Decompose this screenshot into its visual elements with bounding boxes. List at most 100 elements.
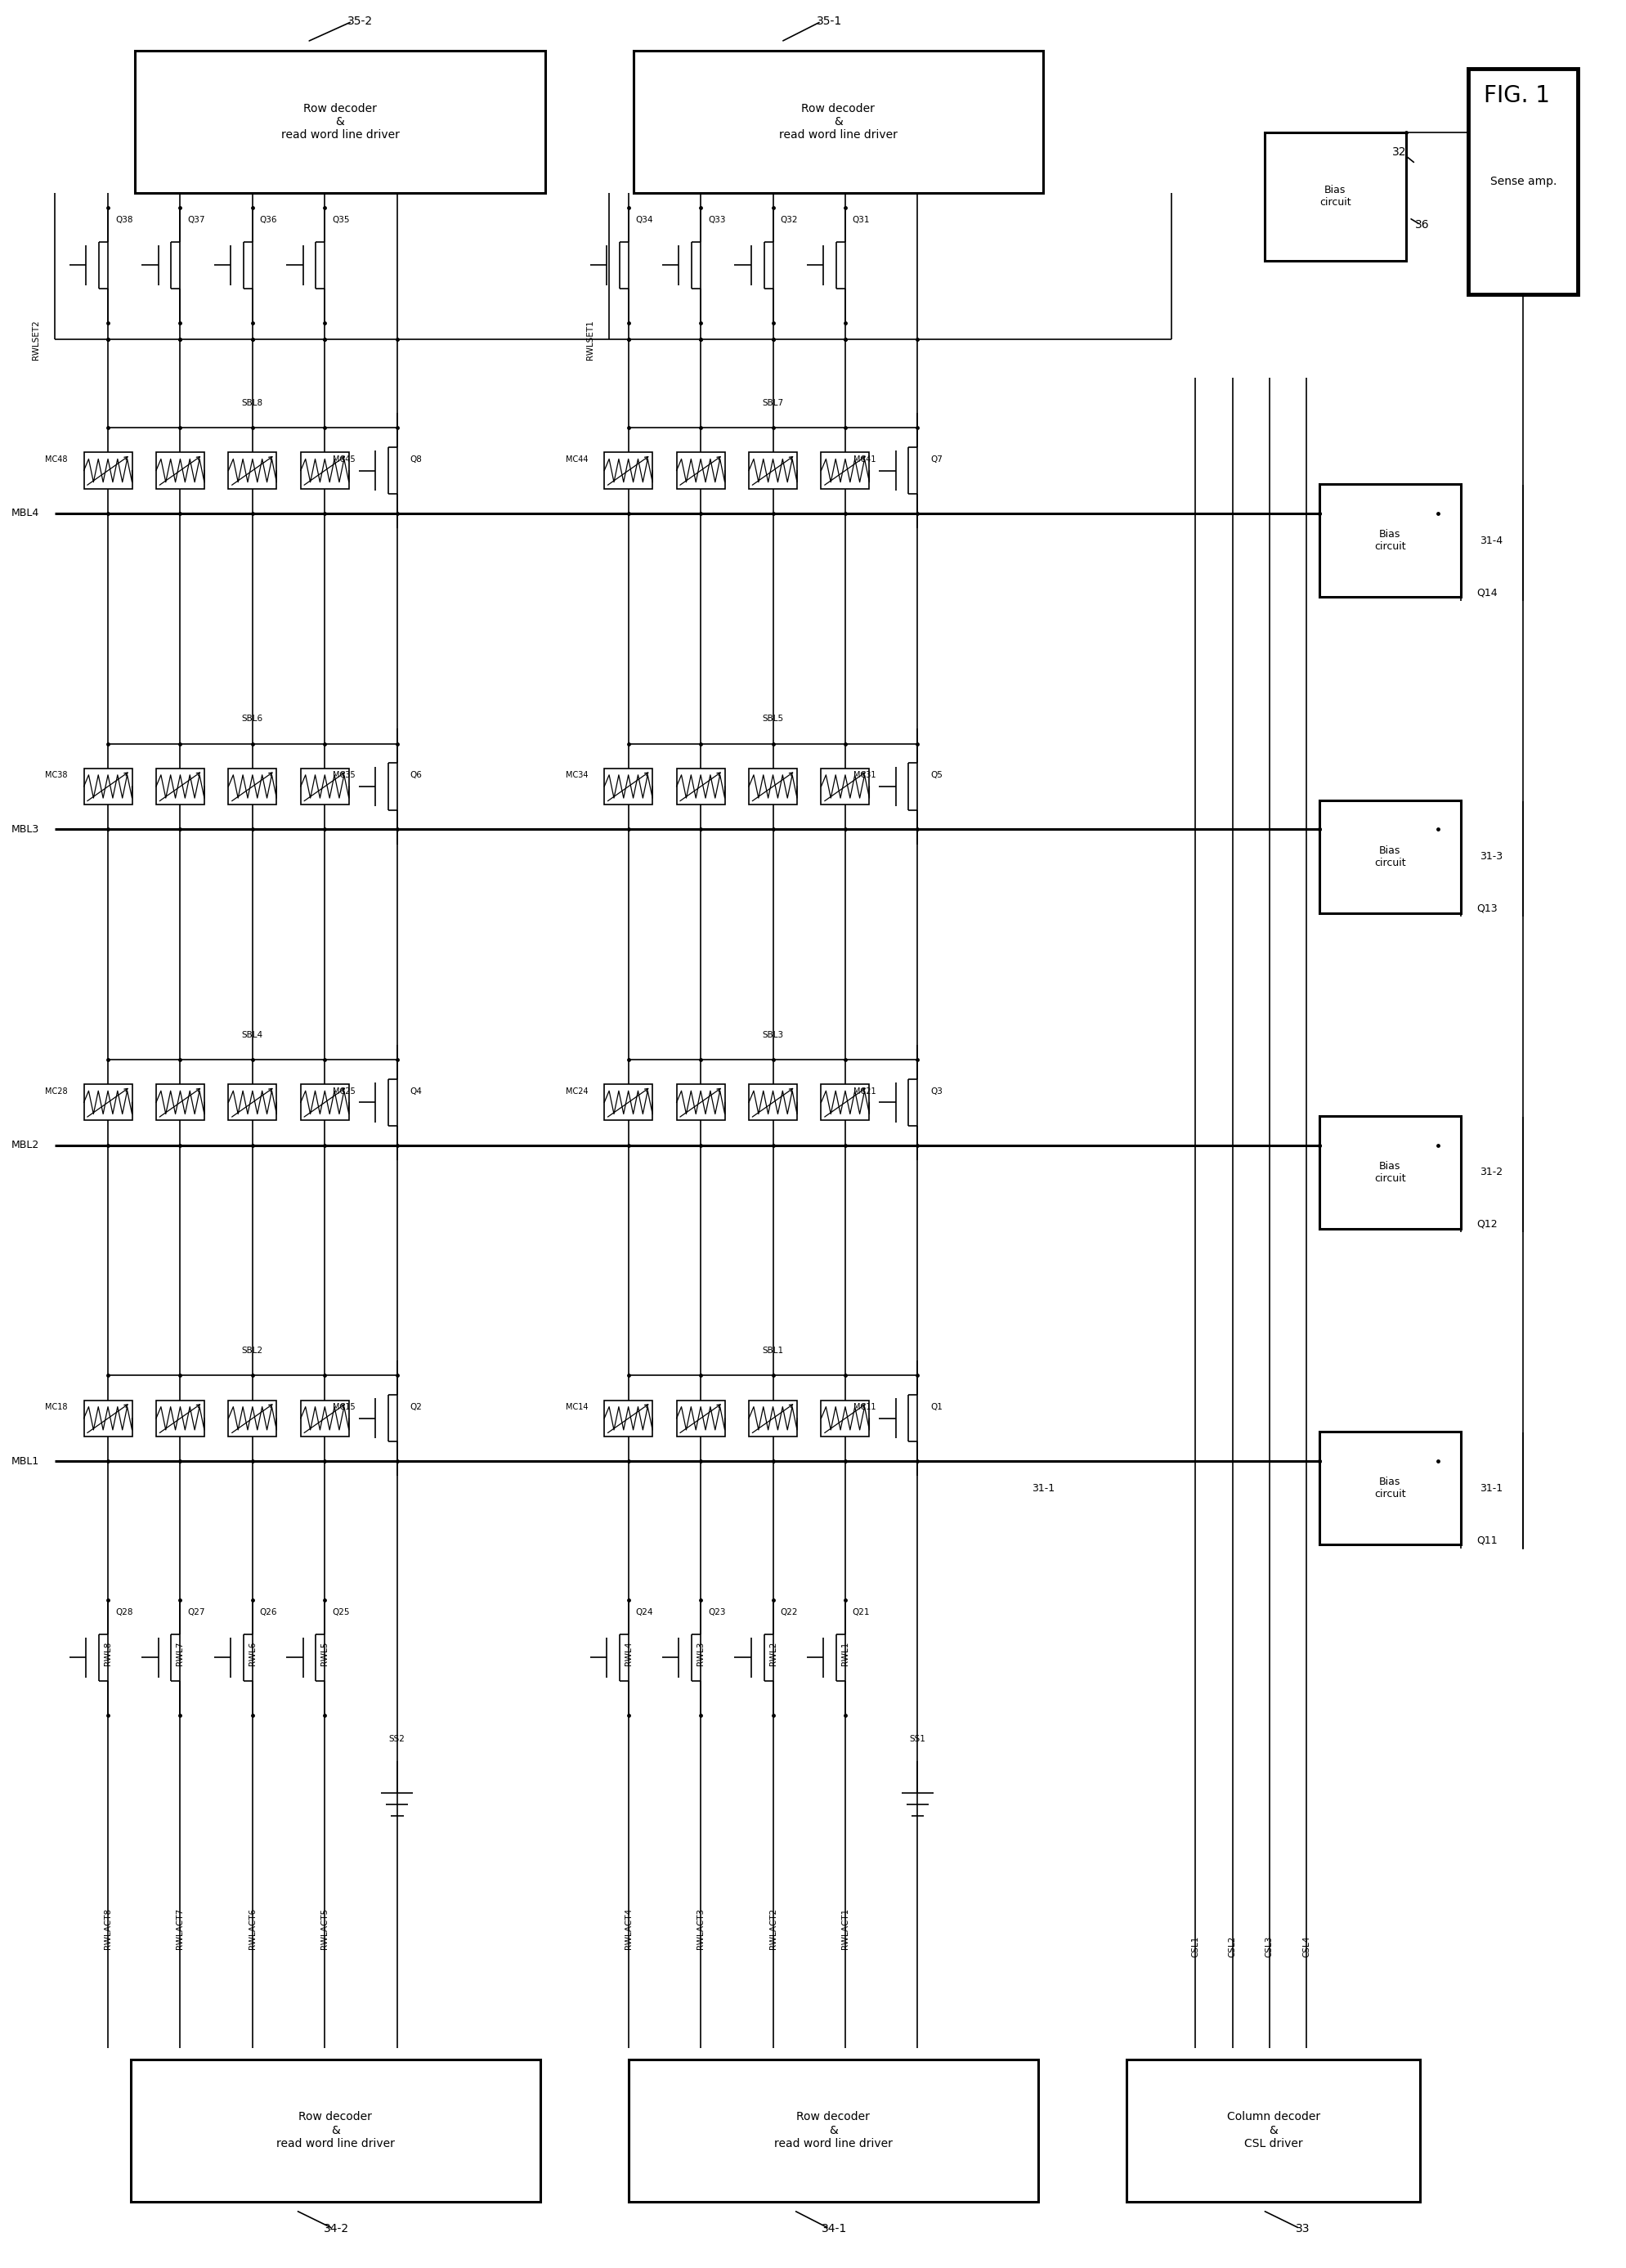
Text: 34-2: 34-2: [324, 2223, 348, 2234]
Text: RWLACT3: RWLACT3: [696, 1907, 704, 1948]
Text: Q6: Q6: [410, 771, 423, 780]
Bar: [228, 1399, 276, 1436]
Text: RWL1: RWL1: [841, 1642, 849, 1665]
Text: Bias
circuit: Bias circuit: [1374, 846, 1405, 869]
Bar: [821, 1399, 868, 1436]
Text: MC35: MC35: [333, 771, 354, 780]
Bar: [228, 454, 276, 488]
Text: RWL8: RWL8: [104, 1642, 112, 1665]
Text: Q36: Q36: [260, 215, 276, 225]
Text: MC38: MC38: [46, 771, 68, 780]
Bar: [156, 769, 205, 805]
Text: Q7: Q7: [930, 456, 943, 463]
Text: RWL6: RWL6: [249, 1642, 257, 1665]
Text: Q2: Q2: [410, 1404, 423, 1411]
Text: Row decoder
&
read word line driver: Row decoder & read word line driver: [779, 102, 898, 141]
Bar: [633, 50, 1042, 193]
Text: Column decoder
&
CSL driver: Column decoder & CSL driver: [1226, 2112, 1319, 2150]
Text: SBL8: SBL8: [242, 399, 263, 406]
Text: Q27: Q27: [187, 1608, 205, 1617]
Bar: [1125, 2059, 1419, 2202]
Text: MBL2: MBL2: [11, 1141, 39, 1150]
Text: SBL2: SBL2: [242, 1347, 263, 1354]
Bar: [85, 769, 132, 805]
Text: RWLACT7: RWLACT7: [176, 1907, 184, 1948]
Bar: [85, 1084, 132, 1120]
Bar: [676, 1399, 725, 1436]
Text: MC15: MC15: [333, 1404, 354, 1411]
Text: 32: 32: [1392, 147, 1406, 159]
Text: Row decoder
&
read word line driver: Row decoder & read word line driver: [276, 2112, 393, 2150]
Text: SBL7: SBL7: [763, 399, 784, 406]
Text: SS2: SS2: [389, 1735, 405, 1742]
Text: Row decoder
&
read word line driver: Row decoder & read word line driver: [774, 2112, 893, 2150]
Text: Q25: Q25: [332, 1608, 350, 1617]
Text: SBL4: SBL4: [242, 1030, 263, 1039]
Text: Q33: Q33: [707, 215, 725, 225]
Bar: [748, 1399, 797, 1436]
Text: FIG. 1: FIG. 1: [1483, 84, 1550, 107]
Text: Bias
circuit: Bias circuit: [1374, 1161, 1405, 1184]
Text: RWL3: RWL3: [696, 1642, 704, 1665]
Text: 33: 33: [1296, 2223, 1309, 2234]
Text: MC34: MC34: [566, 771, 589, 780]
Bar: [748, 454, 797, 488]
Bar: [676, 769, 725, 805]
Text: MC44: MC44: [566, 456, 589, 463]
Bar: [85, 1399, 132, 1436]
Text: MBL1: MBL1: [11, 1456, 39, 1467]
Text: SBL6: SBL6: [242, 714, 263, 723]
Bar: [85, 454, 132, 488]
Bar: [1319, 801, 1460, 912]
Bar: [1319, 1116, 1460, 1229]
Text: RWL4: RWL4: [624, 1642, 633, 1665]
Text: Q35: Q35: [332, 215, 350, 225]
Text: Q14: Q14: [1476, 587, 1498, 599]
Bar: [135, 50, 545, 193]
Text: Bias
circuit: Bias circuit: [1374, 1476, 1405, 1499]
Text: Q26: Q26: [260, 1608, 276, 1617]
Bar: [603, 1084, 652, 1120]
Text: CSL1: CSL1: [1190, 1935, 1198, 1957]
Text: Q1: Q1: [930, 1404, 943, 1411]
Text: RWLACT4: RWLACT4: [624, 1907, 633, 1948]
Text: Q3: Q3: [930, 1086, 943, 1095]
Text: RWLACT1: RWLACT1: [841, 1907, 849, 1948]
Text: MC28: MC28: [46, 1086, 68, 1095]
Text: Q22: Q22: [780, 1608, 797, 1617]
Bar: [748, 769, 797, 805]
Text: MBL3: MBL3: [11, 823, 39, 835]
Text: SBL5: SBL5: [763, 714, 784, 723]
Text: 31-2: 31-2: [1480, 1168, 1502, 1177]
Text: MC11: MC11: [854, 1404, 875, 1411]
Text: MC14: MC14: [566, 1404, 589, 1411]
Text: RWL5: RWL5: [320, 1642, 328, 1665]
Text: Q38: Q38: [115, 215, 133, 225]
Text: 31-4: 31-4: [1480, 535, 1502, 547]
Text: 36: 36: [1415, 218, 1428, 231]
Text: CSL3: CSL3: [1265, 1935, 1273, 1957]
Bar: [156, 1399, 205, 1436]
Text: Q13: Q13: [1476, 903, 1498, 914]
Bar: [301, 454, 348, 488]
Text: Q31: Q31: [852, 215, 870, 225]
Text: Bias
circuit: Bias circuit: [1319, 186, 1350, 209]
Text: Q11: Q11: [1476, 1535, 1498, 1545]
Text: 35-1: 35-1: [816, 16, 842, 27]
Text: RWLSET1: RWLSET1: [585, 320, 593, 361]
Text: RWLACT2: RWLACT2: [769, 1907, 777, 1948]
Text: SBL1: SBL1: [763, 1347, 784, 1354]
Text: MC48: MC48: [46, 456, 68, 463]
Bar: [156, 454, 205, 488]
Bar: [676, 1084, 725, 1120]
Text: Q5: Q5: [930, 771, 943, 780]
Bar: [301, 769, 348, 805]
Text: CSL2: CSL2: [1228, 1935, 1236, 1957]
Text: 31-1: 31-1: [1031, 1483, 1054, 1495]
Text: 31-3: 31-3: [1480, 850, 1502, 862]
Text: Bias
circuit: Bias circuit: [1374, 528, 1405, 551]
Text: MC45: MC45: [333, 456, 354, 463]
Bar: [676, 454, 725, 488]
Text: Q34: Q34: [636, 215, 654, 225]
Bar: [628, 2059, 1037, 2202]
